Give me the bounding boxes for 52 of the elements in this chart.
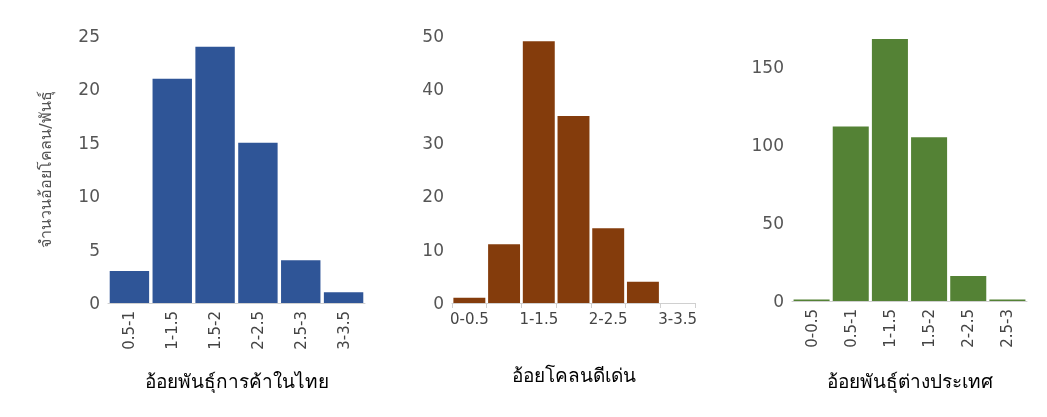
x-tick-label: 0.5-1: [120, 311, 139, 350]
y-tick-label: 20: [78, 79, 100, 100]
x-tick-label: 2-2.5: [248, 311, 267, 350]
bar: [238, 142, 278, 303]
bar: [871, 39, 908, 301]
y-tick-label: 40: [422, 79, 444, 100]
y-tick-label: 5: [89, 239, 100, 260]
x-tick-label: 0-0.5: [449, 309, 489, 328]
x-tick-label: 3-3.5: [334, 311, 353, 350]
y-tick-label: 50: [422, 26, 444, 46]
bar: [592, 228, 625, 303]
y-tick-label: 15: [78, 132, 100, 153]
x-tick-label: 1-1.5: [519, 309, 559, 328]
x-tick-label: 2.5-3: [998, 309, 1017, 348]
y-tick-label: 20: [422, 186, 444, 207]
bar: [557, 116, 590, 303]
y-tick-label: 100: [751, 135, 784, 156]
x-tick-label: 0.5-1: [841, 309, 860, 348]
bar: [488, 244, 521, 303]
bar: [832, 126, 869, 301]
x-tick-label: 1-1.5: [163, 311, 182, 350]
y-axis-title: จำนวนอ้อยโคลน/พันธุ์: [35, 91, 56, 248]
bar: [323, 292, 364, 303]
x-tick-label: 2-2.5: [959, 309, 978, 348]
x-axis-title: อ้อยโคลนดีเด่น: [511, 363, 636, 386]
x-tick-label: 2-2.5: [588, 309, 628, 328]
x-tick-label: 3-3.5: [658, 309, 698, 328]
bar: [152, 78, 192, 303]
x-tick-label: 1.5-2: [920, 309, 939, 348]
x-tick-label: 1-1.5: [880, 309, 899, 348]
bar: [950, 276, 987, 301]
bar: [281, 260, 321, 303]
x-axis-title: อ้อยพันธุ์การค้าในไทย: [144, 369, 329, 394]
y-tick-label: 0: [89, 293, 100, 313]
x-axis-title: อ้อยพันธุ์ต่างประเทศ: [826, 369, 993, 394]
y-tick-label: 50: [762, 213, 784, 234]
y-tick-label: 10: [422, 239, 444, 260]
x-tick-label: 0-0.5: [802, 309, 821, 348]
x-tick-label: 2.5-3: [291, 311, 310, 350]
y-tick-label: 25: [78, 26, 100, 46]
bar: [195, 46, 235, 303]
y-tick-label: 10: [78, 186, 100, 207]
bar: [626, 281, 659, 303]
y-tick-label: 0: [773, 291, 784, 311]
y-tick-label: 150: [751, 57, 784, 78]
bar: [453, 297, 486, 303]
bar: [109, 270, 150, 303]
y-tick-label: 0: [433, 293, 444, 313]
bar: [911, 137, 948, 301]
y-tick-label: 30: [422, 132, 444, 153]
bar: [522, 41, 555, 303]
x-tick-label: 1.5-2: [206, 311, 225, 350]
